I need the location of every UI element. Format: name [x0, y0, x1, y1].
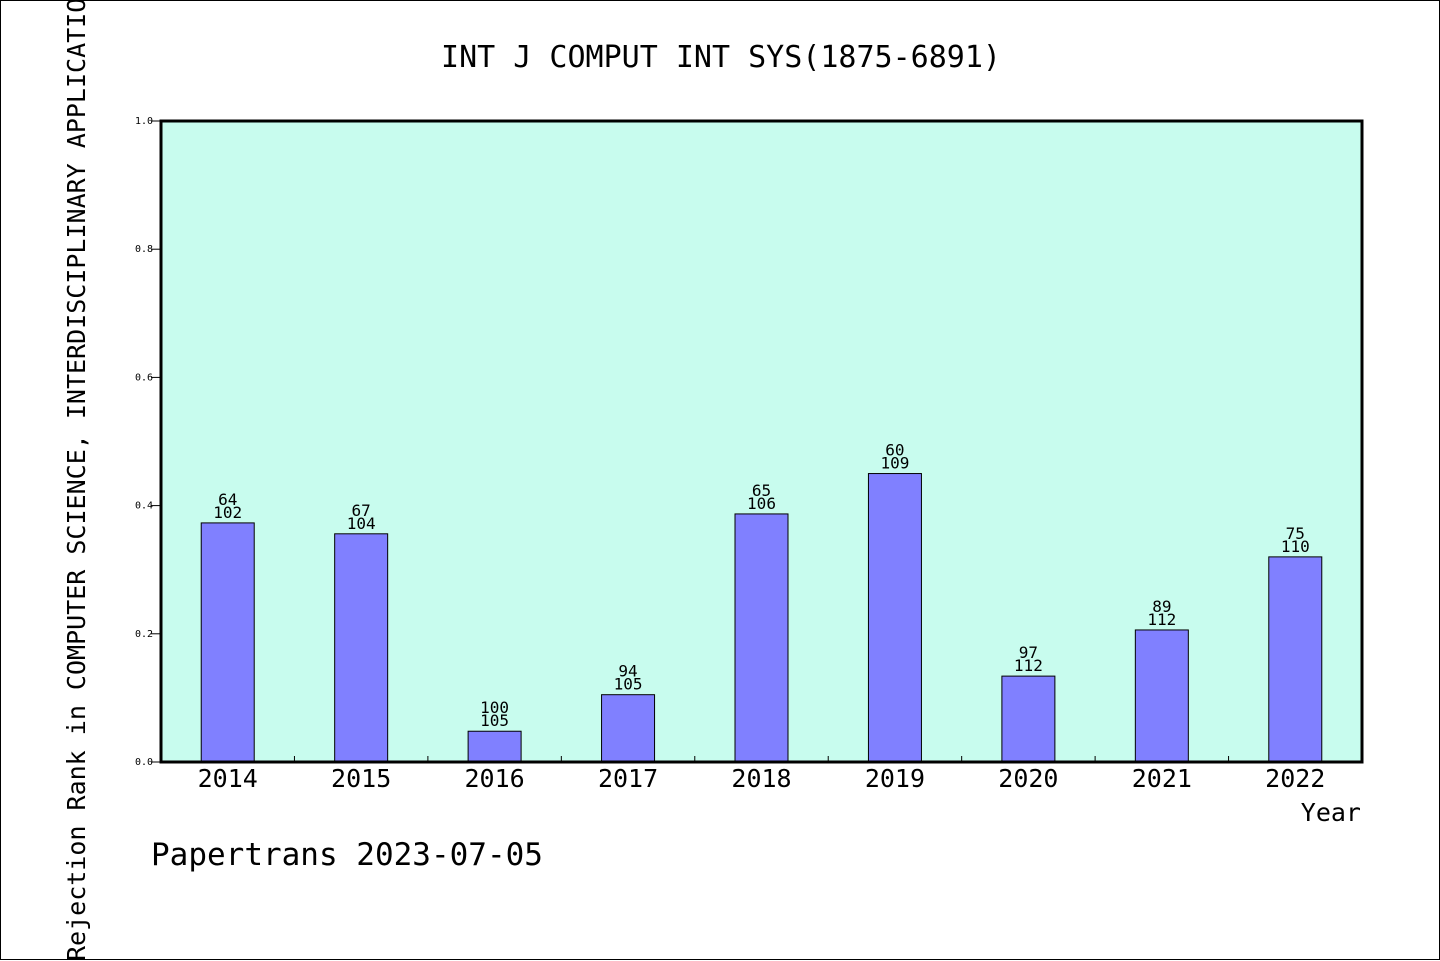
- y-tick-label-0.4: 0.4: [135, 501, 153, 512]
- bar-label-bottom-2019: 109: [880, 454, 909, 473]
- y-tick-label-0.0: 0.0: [135, 757, 153, 768]
- bar-label-top-2014: 64: [218, 490, 237, 509]
- bar-label-top-2018: 65: [752, 481, 771, 500]
- y-tick-label-0.6: 0.6: [135, 372, 153, 383]
- chart-title: INT J COMPUT INT SYS(1875-6891): [441, 40, 1001, 75]
- x-tick-label-2022: 2022: [1265, 764, 1325, 793]
- x-tick-label-2021: 2021: [1132, 764, 1192, 793]
- bar-label-bottom-2020: 112: [1014, 656, 1043, 675]
- bar-label-bottom-2022: 110: [1281, 537, 1310, 556]
- y-tick-label-0.8: 0.8: [135, 244, 153, 255]
- x-tick-label-2016: 2016: [465, 764, 525, 793]
- bar-2021: [1134, 629, 1189, 763]
- x-axis-label: Year: [1301, 798, 1361, 827]
- y-axis-label: Rejection Rank in COMPUTER SCIENCE, INTE…: [62, 1, 91, 961]
- x-tick-label-2018: 2018: [731, 764, 791, 793]
- bar-2019: [867, 473, 922, 763]
- y-ticks-group: 0.0 0.2 0.4 0.6 0.8 1.0: [135, 116, 161, 768]
- x-tick-label-2015: 2015: [331, 764, 391, 793]
- bar-2018: [734, 513, 789, 763]
- y-tick-label-0.2: 0.2: [135, 629, 153, 640]
- x-tick-label-2017: 2017: [598, 764, 658, 793]
- bar-label-bottom-2018: 106: [747, 494, 776, 513]
- bar-label-top-2020: 97: [1019, 643, 1038, 662]
- bar-2014: [200, 522, 255, 763]
- plot-border: [159, 119, 1364, 764]
- bar-label-top-2017: 94: [618, 662, 637, 681]
- bar-label-bottom-2016: 105: [480, 711, 509, 730]
- x-tick-label-2014: 2014: [198, 764, 258, 793]
- footer-credit: Papertrans 2023-07-05: [151, 837, 543, 873]
- bar-label-bottom-2021: 112: [1147, 610, 1176, 629]
- bar-label-bottom-2015: 104: [347, 514, 376, 533]
- bar-2016: [467, 730, 522, 763]
- x-tick-label-2019: 2019: [865, 764, 925, 793]
- bar-label-top-2021: 89: [1152, 597, 1171, 616]
- bar-2017: [601, 694, 656, 763]
- bar-label-top-2016: 100: [480, 698, 509, 717]
- bar-label-bottom-2017: 105: [614, 675, 643, 694]
- bar-label-bottom-2014: 102: [213, 503, 242, 522]
- bar-2015: [334, 533, 389, 763]
- bar-2020: [1001, 675, 1056, 763]
- x-ticks-group: 2014 2015 2016 2017 2018 2019 2020 2021 2022: [198, 756, 1325, 793]
- y-tick-label-1.0: 1.0: [135, 116, 153, 127]
- bar-label-top-2019: 60: [885, 441, 904, 460]
- bar-2022: [1268, 556, 1323, 763]
- bar-label-top-2015: 67: [352, 501, 371, 520]
- x-tick-label-2020: 2020: [998, 764, 1058, 793]
- bar-label-top-2022: 75: [1286, 524, 1305, 543]
